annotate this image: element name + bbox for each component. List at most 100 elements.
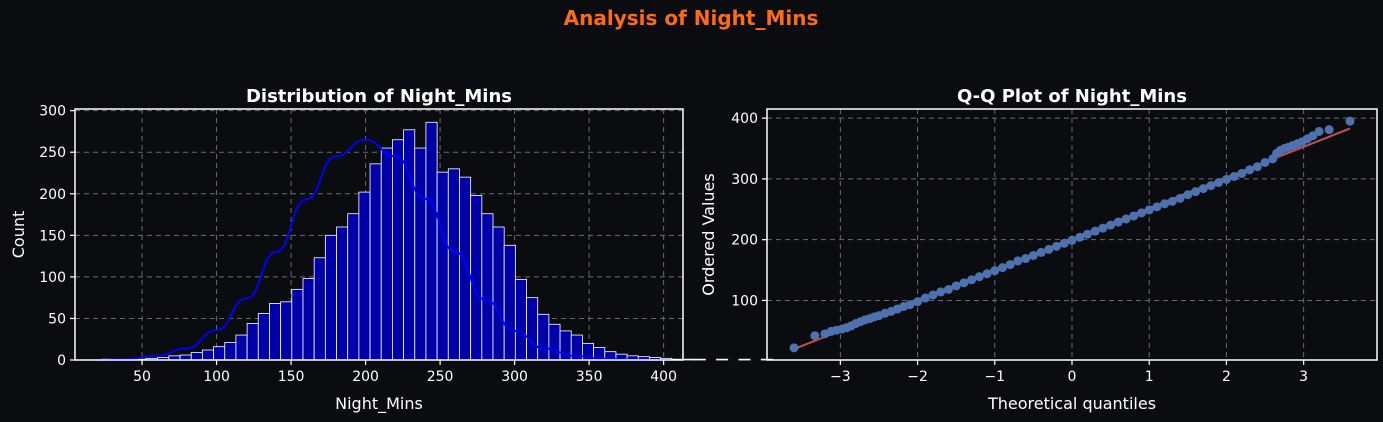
histogram-bar <box>537 313 550 361</box>
qq-x-axis-label: Theoretical quantiles <box>987 394 1156 413</box>
histogram-bar <box>190 352 203 361</box>
histogram-frame <box>74 108 684 361</box>
qq-point <box>967 275 977 285</box>
histogram-bar <box>392 139 404 361</box>
hist-y-tick-label: 250 <box>39 145 66 161</box>
qq-point <box>943 285 953 295</box>
histogram-bar <box>693 358 706 361</box>
histogram-bar <box>548 323 561 361</box>
qq-point <box>1175 193 1185 203</box>
qq-point <box>1324 125 1334 135</box>
qq-point <box>810 331 820 341</box>
histogram-ticks: 50 100 150 200 250 300 350 400 0 50 100 150 200 250 30… <box>39 104 677 385</box>
qq-x-tick-label: −1 <box>984 369 1005 385</box>
histogram-bar <box>257 313 270 361</box>
hist-y-tick-label: 50 <box>48 311 66 327</box>
histogram-bar <box>436 171 449 361</box>
qq-y-tick-label: 300 <box>731 172 758 188</box>
qq-point <box>1090 226 1100 236</box>
histogram-chart: 50 100 150 200 250 300 350 400 0 50 100 150 200 250 30… <box>9 86 773 414</box>
qq-point <box>1106 220 1116 230</box>
histogram-bar <box>492 226 505 361</box>
qq-grid <box>767 109 1377 360</box>
qq-point <box>1021 254 1031 264</box>
qq-point <box>928 290 938 300</box>
histogram-bar <box>414 147 427 361</box>
qq-point <box>1191 187 1201 197</box>
histogram-title: Distribution of Night_Mins <box>246 86 512 107</box>
histogram-bar <box>369 163 382 361</box>
qq-point <box>998 263 1008 273</box>
qq-point <box>1252 162 1262 172</box>
hist-x-tick-label: 300 <box>501 369 528 385</box>
hist-x-tick-label: 200 <box>352 369 379 385</box>
histogram-bar <box>336 226 349 361</box>
qq-point <box>913 297 923 307</box>
hist-x-tick-label: 250 <box>427 369 454 385</box>
histogram-bar <box>358 191 371 361</box>
qq-point <box>982 269 992 279</box>
histogram-bar <box>291 288 304 361</box>
qq-point <box>1214 178 1224 188</box>
qq-y-tick-label: 100 <box>731 293 758 309</box>
histogram-bar <box>738 358 751 361</box>
hist-y-tick-label: 200 <box>39 187 66 203</box>
hist-y-tick-label: 0 <box>57 353 66 369</box>
qq-point <box>1183 190 1193 200</box>
histogram-bar <box>302 278 315 361</box>
qq-point <box>1028 250 1038 260</box>
histogram-bar <box>503 244 516 361</box>
qq-point <box>789 343 799 353</box>
qq-point <box>1221 174 1231 184</box>
qq-point <box>1206 181 1216 191</box>
histogram-bar <box>481 213 494 361</box>
qq-point <box>990 266 1000 276</box>
figure-suptitle: Analysis of Night_Mins <box>564 6 819 30</box>
qq-point <box>1067 235 1077 245</box>
histogram-bar <box>235 334 248 361</box>
qq-point <box>1345 116 1355 126</box>
qq-point <box>1167 196 1177 206</box>
histogram-bar <box>324 234 337 361</box>
qq-point <box>1005 260 1015 270</box>
histogram-bar <box>246 323 259 361</box>
qq-x-tick-label: −2 <box>907 369 928 385</box>
qq-point <box>1044 244 1054 254</box>
qq-point <box>1052 241 1062 251</box>
hist-x-tick-label: 100 <box>203 369 230 385</box>
qq-points <box>789 116 1355 353</box>
histogram-bar <box>202 349 214 361</box>
qq-x-tick-label: 2 <box>1222 369 1231 385</box>
histogram-bar <box>459 176 472 361</box>
qq-point <box>974 272 984 282</box>
qq-point <box>936 287 946 297</box>
qq-y-tick-label: 400 <box>731 111 758 127</box>
qq-point <box>951 281 961 291</box>
qq-plot-chart: −3 −2 −1 0 1 2 3 100 200 300 400 Q-Q Plot of Night… <box>699 86 1378 413</box>
qq-point <box>1136 208 1146 218</box>
qq-x-tick-label: −3 <box>830 369 851 385</box>
hist-x-tick-label: 350 <box>576 369 603 385</box>
qq-x-tick-label: 3 <box>1299 369 1308 385</box>
qq-point <box>1129 211 1139 221</box>
qq-point <box>1198 184 1208 194</box>
qq-point <box>905 300 915 310</box>
hist-y-tick-label: 150 <box>39 228 66 244</box>
histogram-bar <box>269 303 282 361</box>
histogram-bar <box>470 195 483 361</box>
hist-y-tick-label: 100 <box>39 270 66 286</box>
histogram-bar <box>347 213 360 361</box>
histogram-bar <box>313 257 326 361</box>
hist-x-tick-label: 150 <box>278 369 305 385</box>
qq-point <box>1082 229 1092 239</box>
hist-y-tick-label: 300 <box>39 104 66 120</box>
qq-point <box>1113 217 1123 227</box>
qq-point <box>1121 214 1131 224</box>
histogram-bar <box>425 121 438 361</box>
histogram-bar <box>682 358 695 361</box>
qq-point <box>1144 205 1154 215</box>
histogram-bar <box>514 278 527 361</box>
qq-point <box>1036 247 1046 257</box>
histogram-bar <box>280 301 293 361</box>
